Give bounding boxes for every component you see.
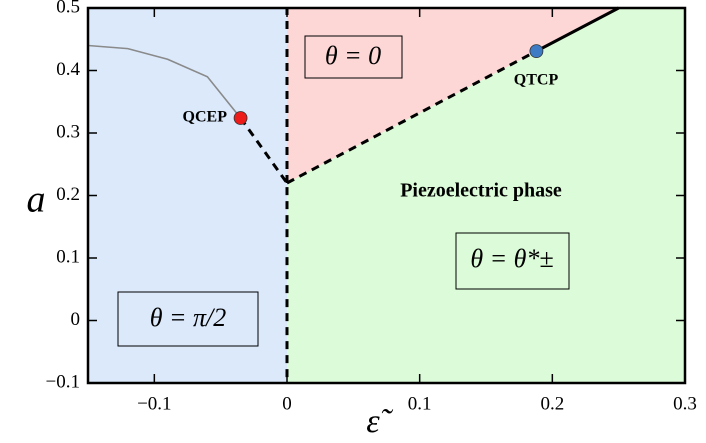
y-tick-label: 0.4 — [56, 59, 80, 80]
phase-line — [87, 44, 242, 119]
annotation: θ = θ*± — [470, 244, 553, 273]
annotation: θ = 0 — [325, 41, 381, 70]
critical-point — [233, 111, 248, 125]
region — [88, 8, 287, 383]
y-axis-label: a — [27, 179, 46, 221]
plot-frame — [86, 6, 687, 385]
point-label: QTCP — [514, 72, 559, 89]
annotation: θ = π/2 — [150, 303, 227, 332]
annotation-box — [304, 35, 403, 79]
plot-area: −0.1 0 0.1 0.2 0.3 −0.1 0 0.1 0.2 0.3 0.4 0.5 — [46, 0, 697, 414]
y-tick-label: −0.1 — [46, 371, 80, 392]
phase-line — [286, 49, 538, 185]
region — [287, 8, 685, 383]
y-tick-label: 0.3 — [56, 121, 80, 142]
annotation-box — [455, 232, 570, 290]
phase-line — [239, 117, 289, 383]
overlay: θ = 0 Piezoelectric phase θ = θ*± θ = π/… — [27, 35, 570, 440]
x-tick-label: −0.1 — [137, 393, 171, 414]
x-tick-label: 0.1 — [408, 393, 432, 414]
phase-line — [535, 6, 620, 53]
x-axis-label: ε̃ — [366, 403, 393, 440]
y-tick-label: 0.5 — [56, 0, 80, 17]
annotation-box — [117, 291, 259, 347]
y-tick-label: 0.1 — [56, 246, 80, 267]
x-tick-label: 0.2 — [540, 393, 564, 414]
annotation: Piezoelectric phase — [400, 180, 562, 202]
x-tick-label: 0 — [282, 393, 292, 414]
x-tick-label: 0.3 — [673, 393, 697, 414]
y-tick-label: 0 — [71, 309, 81, 330]
critical-point — [529, 44, 544, 59]
y-tick-label: 0.2 — [56, 184, 80, 205]
point-label: QCEP — [183, 109, 228, 126]
